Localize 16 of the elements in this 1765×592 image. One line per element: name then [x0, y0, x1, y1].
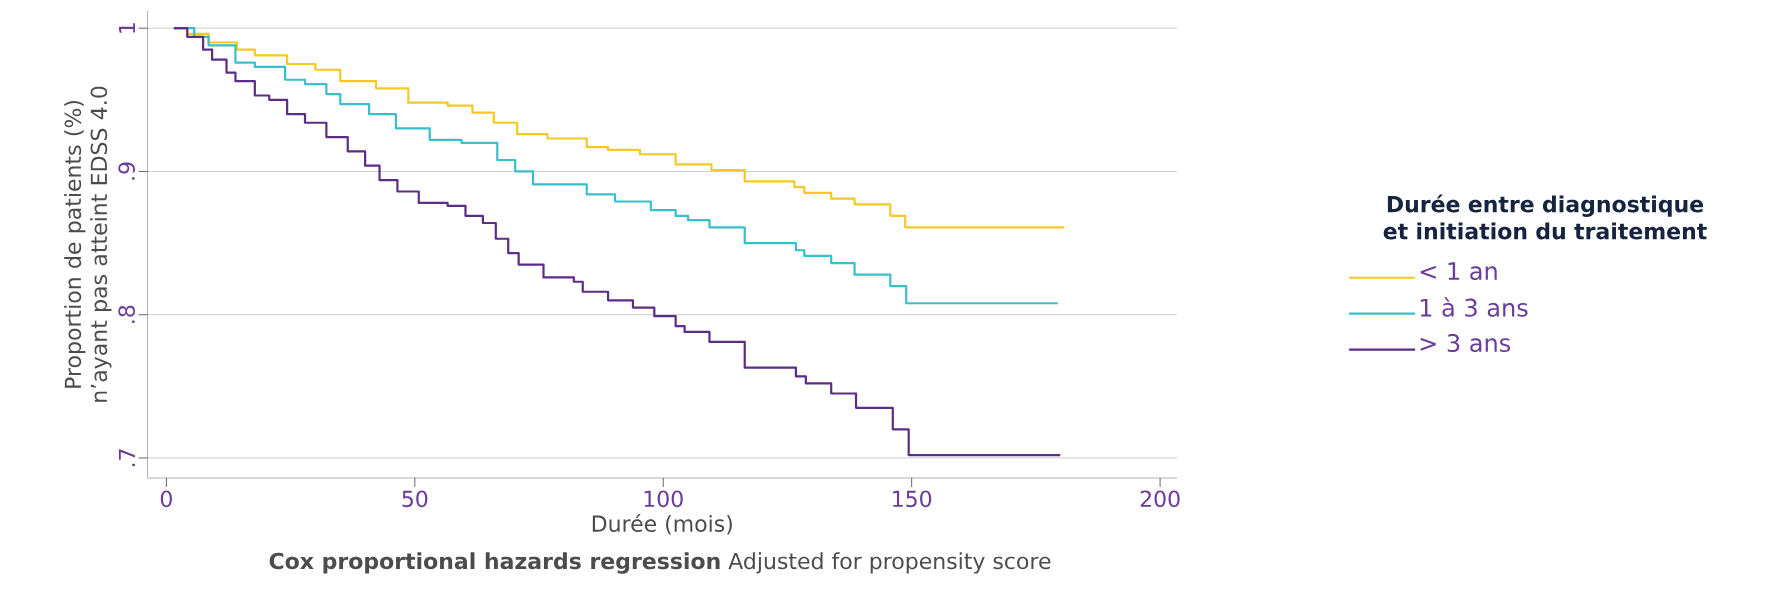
y-axis-title: Proportion de patients (%) n’ayant pas atteint EDSS 4.0 — [64, 86, 112, 402]
x-tick-label: 200 — [1140, 490, 1180, 508]
x-tick-label: 100 — [644, 490, 683, 508]
x-tick-label: 50 — [402, 490, 428, 508]
y-tick-label: .9 — [118, 162, 135, 180]
x-tick-label: 150 — [893, 490, 932, 508]
x-tick-label: 0 — [160, 490, 172, 508]
y-tick-label: 1 — [118, 23, 135, 33]
y-tick-label: .7 — [118, 449, 135, 467]
x-axis-title: Durée (mois) — [592, 514, 732, 535]
y-tick-label: .8 — [118, 305, 135, 323]
legend-label: > 3 ans — [1420, 333, 1511, 353]
text: Cox proportional hazards regression Adjusted for propensity score — [269, 552, 1051, 574]
legend-label: 1 à 3 ans — [1420, 297, 1528, 317]
legend-label: < 1 an — [1420, 262, 1497, 281]
legend-title: Durée entre diagnostique et initiation du traitement — [1383, 194, 1707, 240]
